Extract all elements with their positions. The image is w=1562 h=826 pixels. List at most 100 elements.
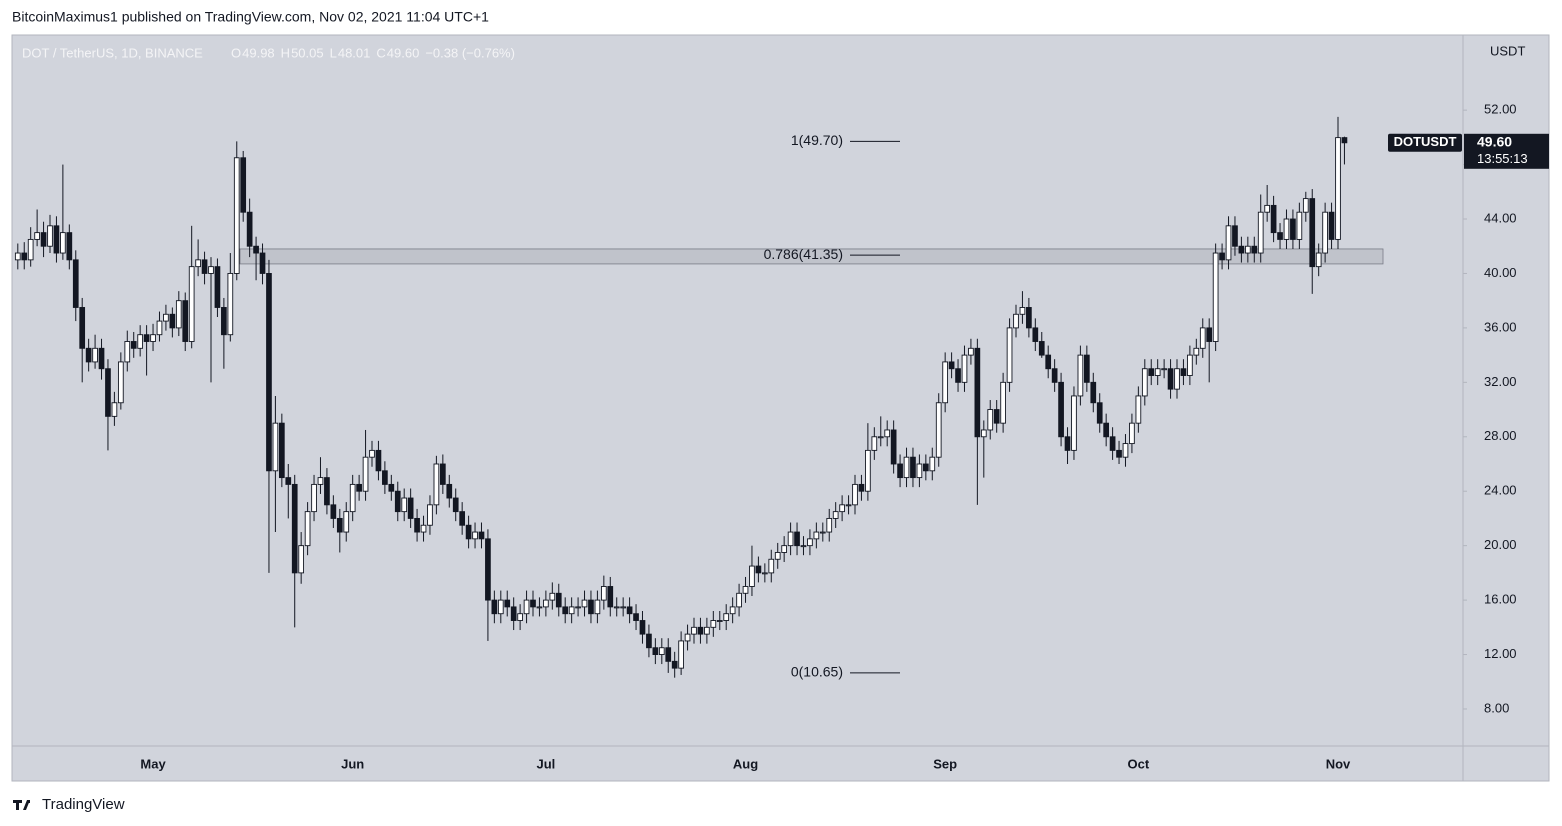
candle-body (813, 531, 820, 540)
candle-body (504, 599, 511, 608)
candle-body (1341, 137, 1348, 144)
candle-body (459, 511, 466, 526)
frame (11, 34, 1550, 782)
legend-key: H (281, 45, 290, 60)
plot-layer: 8.00 12.00 16.00 20.00 24.00 28.00 32.00 36.00 4… (14, 43, 1549, 771)
candle-body (336, 517, 343, 533)
candle-body (858, 483, 865, 492)
candle-body (291, 483, 298, 574)
candle-body (105, 368, 111, 417)
candle-body (1083, 354, 1090, 383)
x-tick-label: Sep (933, 756, 957, 771)
candle-body (523, 599, 530, 615)
candle-body (607, 586, 614, 608)
candle-body (646, 633, 652, 649)
candle-body (1180, 368, 1187, 376)
candle-body (182, 300, 189, 342)
y-tick-label: 12.00 (1484, 646, 1517, 661)
y-tick-label: 28.00 (1484, 428, 1517, 443)
candle-body (163, 313, 169, 322)
x-tick-label: Nov (1326, 756, 1351, 771)
candle-body (794, 531, 800, 547)
candle-body (414, 517, 420, 533)
legend-value: 49.60 (387, 45, 420, 60)
candle-body (832, 511, 839, 519)
legend-change: −0.38 (−0.76%) (425, 45, 515, 60)
candle-body (1187, 354, 1193, 376)
candle-body (156, 320, 163, 336)
candle-body (66, 232, 73, 261)
brand-name: TradingView (42, 796, 125, 813)
candle-body (253, 245, 259, 254)
candle-body (800, 545, 807, 548)
candle-body (356, 483, 362, 492)
candle-body (1296, 211, 1303, 240)
candle-body (98, 347, 105, 370)
candle-body (304, 511, 311, 547)
candle-body (439, 463, 446, 485)
candle-body (575, 606, 581, 609)
candle-body (1032, 327, 1039, 342)
candle-body (401, 497, 408, 513)
legend-key: C (376, 45, 385, 60)
y-tick-label: 52.00 (1484, 102, 1517, 117)
candle-body (266, 273, 272, 472)
candle-body (826, 517, 833, 533)
candle-body (285, 477, 292, 485)
y-tick-label: 40.00 (1484, 265, 1517, 280)
candle-body (723, 613, 730, 621)
candle-body (910, 456, 916, 479)
candle-body (993, 409, 1000, 424)
candle-body (150, 334, 156, 342)
candle-body (761, 572, 768, 575)
candle-body (1109, 436, 1116, 451)
candle-body (394, 490, 401, 513)
candle-body (517, 613, 523, 621)
candle-body (169, 313, 176, 329)
candle-body (485, 538, 491, 601)
candle-body (111, 402, 118, 417)
candle-body (716, 620, 723, 622)
candle-body (1257, 211, 1264, 254)
candle-body (53, 225, 60, 254)
legend-key: O (231, 45, 241, 60)
candle-body (974, 347, 981, 438)
candle-body (1270, 204, 1277, 234)
candle-body (27, 238, 34, 261)
publisher-line: BitcoinMaximus1 published on TradingView… (12, 9, 489, 25)
candle-body (968, 347, 974, 356)
brand-logo (13, 800, 30, 810)
y-tick-label: 8.00 (1484, 700, 1509, 715)
candle-body (1206, 327, 1213, 342)
candle-body (47, 225, 53, 247)
candle-body (298, 545, 305, 574)
candle-body (639, 620, 646, 635)
candle-body (980, 429, 987, 438)
candle-body (201, 259, 208, 274)
candle-body (60, 232, 66, 254)
candle-body (543, 599, 549, 608)
candle-body (1090, 381, 1097, 404)
candle-body (137, 334, 144, 349)
candle-body (349, 483, 356, 513)
candle-body (1328, 211, 1335, 240)
candle-body (961, 354, 968, 383)
candle-body (1129, 422, 1135, 445)
candle-body (278, 422, 285, 479)
candle-body (588, 599, 594, 615)
x-tick-label: Jul (536, 756, 555, 771)
candle-body (755, 565, 762, 574)
candle-body (691, 626, 697, 635)
candle-body (1309, 198, 1316, 268)
candle-body (1277, 232, 1283, 240)
candle-body (1335, 137, 1341, 240)
candle-body (221, 307, 227, 336)
candle-body (620, 606, 627, 609)
candle-body (1244, 245, 1251, 254)
candle-body (749, 565, 755, 587)
candle-body (1251, 245, 1258, 254)
candle-body (1141, 368, 1148, 397)
candle-body (1116, 449, 1122, 458)
candle-body (684, 633, 691, 642)
candle-body (14, 252, 21, 261)
